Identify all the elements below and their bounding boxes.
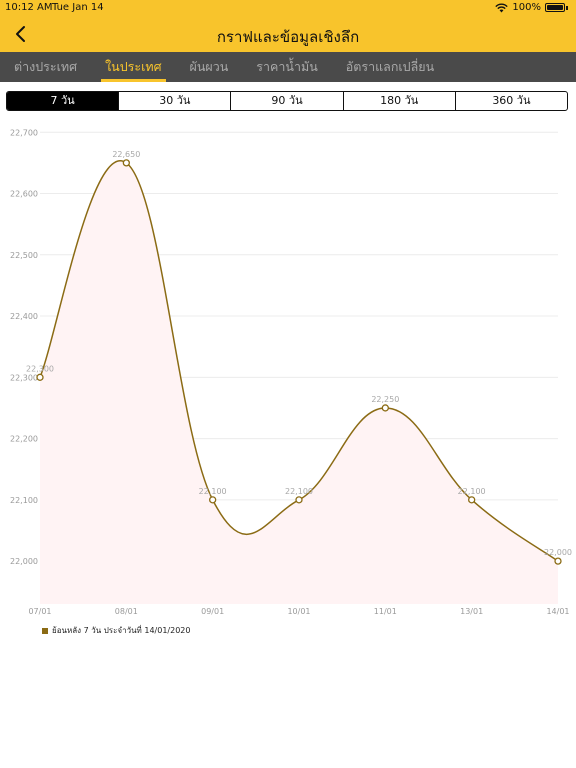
category-tabs: ต่างประเทศ ในประเทศ ผันผวน ราคาน้ำมัน อั… (0, 52, 576, 82)
y-tick-label: 22,200 (10, 435, 38, 444)
range-selector: 7 วัน 30 วัน 90 วัน 180 วัน 360 วัน (6, 91, 568, 111)
y-tick-label: 22,500 (10, 251, 38, 260)
chart-legend: ย้อนหลัง 7 วัน ประจำวันที่ 14/01/2020 (42, 624, 190, 637)
x-tick-label: 13/01 (460, 607, 483, 616)
data-point (468, 496, 476, 504)
y-tick-label: 22,600 (10, 190, 38, 199)
data-point (381, 404, 389, 412)
tab-domestic[interactable]: ในประเทศ (91, 52, 175, 82)
x-tick-label: 14/01 (546, 607, 569, 616)
y-tick-label: 22,300 (10, 373, 38, 382)
data-point (209, 496, 217, 504)
page-title: กราฟและข้อมูลเชิงลึก (216, 28, 360, 46)
range-180-days[interactable]: 180 วัน (342, 92, 455, 110)
nav-bar: กราฟและข้อมูลเชิงลึก (0, 16, 576, 52)
status-bar: 10:12 AM Tue Jan 14 100% (0, 0, 576, 16)
price-chart: 22,000 22,100 22,200 22,300 22,400 22,500 22,6… (10, 128, 572, 616)
legend-label: ย้อนหลัง 7 วัน ประจำวันที่ 14/01/2020 (52, 626, 191, 635)
data-label: 22,650 (112, 150, 140, 159)
tab-label: อัตราแลกเปลี่ยน (345, 59, 435, 74)
tab-oil-price[interactable]: ราคาน้ำมัน (242, 52, 331, 82)
x-tick-label: 11/01 (374, 607, 397, 616)
tab-label: ราคาน้ำมัน (256, 59, 318, 74)
status-date: Tue Jan 14 (52, 2, 104, 13)
data-label: 22,250 (371, 395, 399, 404)
battery-icon (545, 3, 565, 12)
status-time: 10:12 AM (5, 2, 53, 13)
tab-international[interactable]: ต่างประเทศ (0, 52, 91, 82)
tab-label: ต่างประเทศ (14, 59, 78, 74)
series-line (39, 160, 559, 562)
legend-swatch (42, 627, 48, 634)
back-chevron-icon[interactable] (10, 22, 34, 46)
x-tick-label: 09/01 (201, 607, 224, 616)
data-label: 22,100 (199, 487, 227, 496)
area-fill (40, 160, 558, 604)
range-30-days[interactable]: 30 วัน (118, 92, 230, 110)
data-label: 22,100 (285, 487, 313, 496)
data-point (554, 557, 562, 565)
range-7-days[interactable]: 7 วัน (7, 92, 119, 110)
battery-percent: 100% (512, 2, 541, 13)
wifi-icon (495, 3, 509, 12)
tab-exchange-rate[interactable]: อัตราแลกเปลี่ยน (332, 52, 448, 82)
data-point (295, 496, 303, 504)
status-right: 100% (495, 2, 568, 13)
battery-tip-icon (566, 5, 568, 10)
tab-label: ผันผวน (189, 59, 229, 74)
range-90-days[interactable]: 90 วัน (230, 92, 342, 110)
data-label: 22,300 (26, 364, 54, 373)
tab-label: ในประเทศ (105, 59, 162, 74)
x-tick-label: 08/01 (115, 607, 138, 616)
tab-volatility[interactable]: ผันผวน (176, 52, 243, 82)
x-tick-label: 07/01 (28, 607, 51, 616)
data-point (122, 159, 130, 167)
y-tick-label: 22,700 (10, 128, 38, 137)
y-tick-label: 22,000 (10, 557, 38, 566)
y-tick-label: 22,100 (10, 496, 38, 505)
range-360-days[interactable]: 360 วัน (454, 92, 567, 110)
data-label: 22,100 (458, 487, 486, 496)
x-tick-label: 10/01 (287, 607, 310, 616)
data-point (36, 373, 44, 381)
y-tick-label: 22,400 (10, 312, 38, 321)
data-label: 22,000 (544, 548, 572, 557)
